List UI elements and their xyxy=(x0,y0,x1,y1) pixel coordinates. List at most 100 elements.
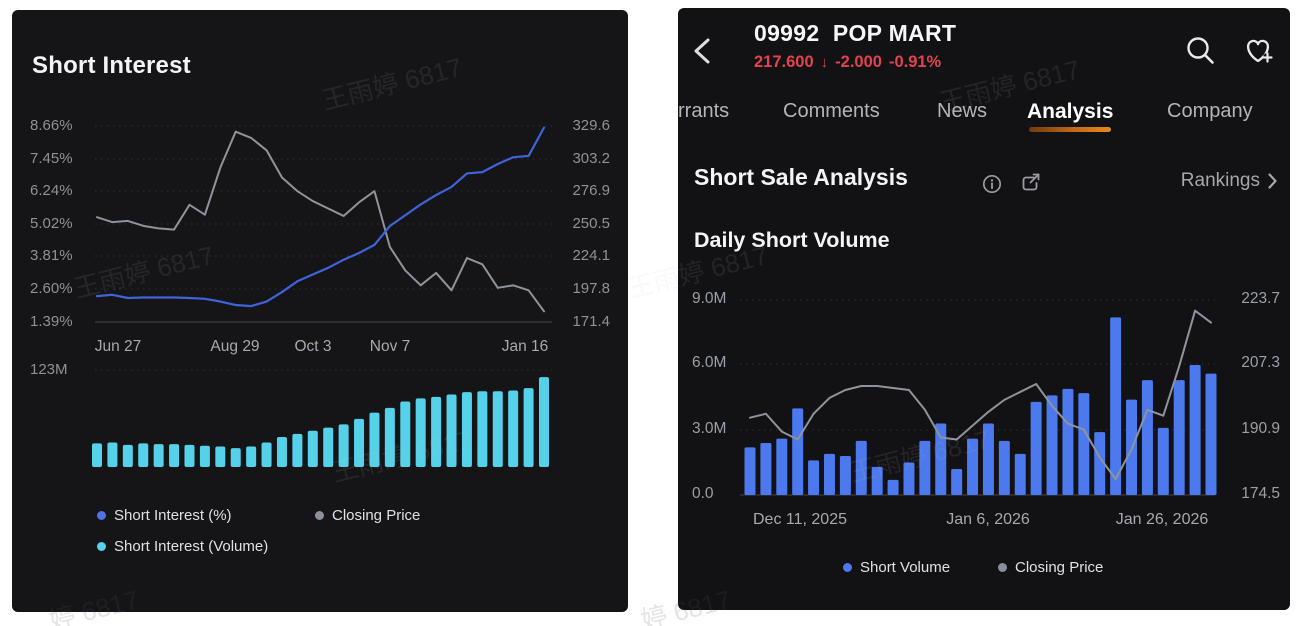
short-volume-bar[interactable] xyxy=(1094,432,1106,495)
short-volume-bar[interactable] xyxy=(1189,365,1201,495)
header-actions xyxy=(1184,34,1276,68)
back-chevron-icon xyxy=(694,38,710,64)
volume-bar[interactable] xyxy=(369,412,380,467)
short-volume-bar[interactable] xyxy=(967,438,979,495)
price-down-arrow-icon: ↓ xyxy=(820,54,829,71)
volume-bar[interactable] xyxy=(184,444,195,467)
short-volume-bar[interactable] xyxy=(1205,373,1217,495)
legend-dot-icon xyxy=(97,542,106,551)
volume-bar[interactable] xyxy=(122,444,133,467)
short-volume-bar[interactable] xyxy=(982,423,994,496)
short-volume-bar[interactable] xyxy=(744,447,756,495)
short-volume-bar[interactable] xyxy=(808,460,820,495)
volume-bar[interactable] xyxy=(354,418,365,467)
short-volume-bar[interactable] xyxy=(1157,427,1169,495)
price-axis-tick: 207.3 xyxy=(1241,354,1280,371)
tab-company[interactable]: Company xyxy=(1167,100,1253,122)
short-volume-bar[interactable] xyxy=(871,466,883,495)
back-button[interactable] xyxy=(688,34,718,68)
volume-bar[interactable] xyxy=(461,392,472,467)
volume-bar[interactable] xyxy=(400,401,411,467)
short-interest-chart-canvas[interactable] xyxy=(12,10,628,612)
volume-bar[interactable] xyxy=(138,443,149,467)
date-axis-tick: Dec 11, 2025 xyxy=(753,511,847,528)
price-axis-tick: 197.8 xyxy=(572,280,610,297)
volume-bar[interactable] xyxy=(539,377,549,467)
volume-bar[interactable] xyxy=(261,442,272,467)
volume-axis-tick: 6.0M xyxy=(692,354,727,371)
legend-label: Short Interest (%) xyxy=(114,507,232,524)
legend-item[interactable]: Closing Price xyxy=(998,559,1103,576)
price-axis-tick: 303.2 xyxy=(572,150,610,167)
short-volume-bar[interactable] xyxy=(839,456,851,495)
short-volume-bar[interactable] xyxy=(903,462,915,496)
volume-bar[interactable] xyxy=(92,443,102,467)
short-interest-chart[interactable]: 8.66% 7.45% 6.24% 5.02% 3.81% 2.60% 1.39% 329.… xyxy=(12,10,628,612)
tab-rrants[interactable]: rrants xyxy=(678,100,730,122)
info-icon[interactable] xyxy=(982,174,1002,194)
volume-bar[interactable] xyxy=(276,437,287,467)
volume-bar[interactable] xyxy=(199,445,210,467)
legend-dot-icon xyxy=(97,511,106,520)
share-icon[interactable] xyxy=(1020,171,1042,193)
short-volume-bar[interactable] xyxy=(1014,453,1026,495)
legend-item[interactable]: Short Volume xyxy=(843,559,950,576)
volume-bar[interactable] xyxy=(508,390,519,467)
volume-axis-tick: 0.0 xyxy=(692,485,714,502)
search-icon[interactable] xyxy=(1184,34,1218,68)
volume-bar[interactable] xyxy=(169,444,180,467)
short-volume-bar[interactable] xyxy=(823,453,835,495)
legend-item[interactable]: Short Interest (Volume) xyxy=(97,538,268,555)
short-volume-bar[interactable] xyxy=(1110,317,1122,495)
price-axis-tick: 329.6 xyxy=(572,117,610,134)
volume-axis-tick: 3.0M xyxy=(692,420,727,437)
volume-axis-tick: 9.0M xyxy=(692,290,727,307)
volume-bar[interactable] xyxy=(523,388,534,467)
short-volume-bar[interactable] xyxy=(919,440,931,495)
short-volume-bar[interactable] xyxy=(792,408,804,495)
daily-short-volume-canvas[interactable] xyxy=(678,8,1290,610)
volume-bar[interactable] xyxy=(323,427,334,467)
legend-item[interactable]: Short Interest (%) xyxy=(97,507,232,524)
pct-axis-tick: 6.24% xyxy=(30,182,73,199)
daily-short-volume-chart[interactable]: 9.0M 6.0M 3.0M 0.0 223.7 207.3 190.9 174.5 Dec… xyxy=(678,8,1290,610)
volume-bar[interactable] xyxy=(153,444,164,467)
short-volume-bar[interactable] xyxy=(1141,380,1153,495)
short-volume-bar[interactable] xyxy=(1030,401,1042,495)
short-volume-bar[interactable] xyxy=(760,443,772,495)
short-volume-bar[interactable] xyxy=(951,469,963,495)
tab-news[interactable]: News xyxy=(937,100,988,122)
volume-bar[interactable] xyxy=(492,391,503,467)
volume-bar[interactable] xyxy=(215,446,226,467)
stock-header: 09992 POP MART 217.600 ↓ -2.000 -0.91% xyxy=(754,20,956,72)
volume-bar[interactable] xyxy=(230,448,241,467)
short-volume-bar[interactable] xyxy=(998,440,1010,495)
volume-bar[interactable] xyxy=(292,433,303,467)
short-volume-bar[interactable] xyxy=(1173,380,1185,495)
volume-bar[interactable] xyxy=(431,396,442,467)
stock-change-pct: -0.91% xyxy=(888,53,942,71)
tab-comments[interactable]: Comments xyxy=(783,100,880,122)
volume-bar[interactable] xyxy=(107,442,118,467)
legend-item[interactable]: Closing Price xyxy=(315,507,420,524)
volume-bar[interactable] xyxy=(246,446,257,467)
add-to-watchlist-heart-icon[interactable] xyxy=(1242,34,1276,68)
pct-axis-tick: 8.66% xyxy=(30,117,73,134)
volume-bar[interactable] xyxy=(446,394,457,467)
short-volume-bar[interactable] xyxy=(935,423,947,496)
tab-analysis[interactable]: Analysis xyxy=(1027,100,1114,132)
volume-bar[interactable] xyxy=(338,424,349,467)
volume-bar[interactable] xyxy=(477,391,488,467)
legend-label: Short Volume xyxy=(860,559,951,576)
short-volume-bar[interactable] xyxy=(1046,395,1058,495)
volume-bar[interactable] xyxy=(415,398,426,467)
short-volume-bar[interactable] xyxy=(887,479,899,495)
short-volume-bar[interactable] xyxy=(855,440,867,495)
short-volume-bar[interactable] xyxy=(776,438,788,495)
rankings-link[interactable]: Rankings xyxy=(1181,170,1278,192)
short-volume-bar[interactable] xyxy=(1078,393,1090,495)
volume-bar[interactable] xyxy=(307,430,318,467)
short-volume-bar[interactable] xyxy=(1062,388,1074,495)
volume-bar[interactable] xyxy=(384,407,395,467)
